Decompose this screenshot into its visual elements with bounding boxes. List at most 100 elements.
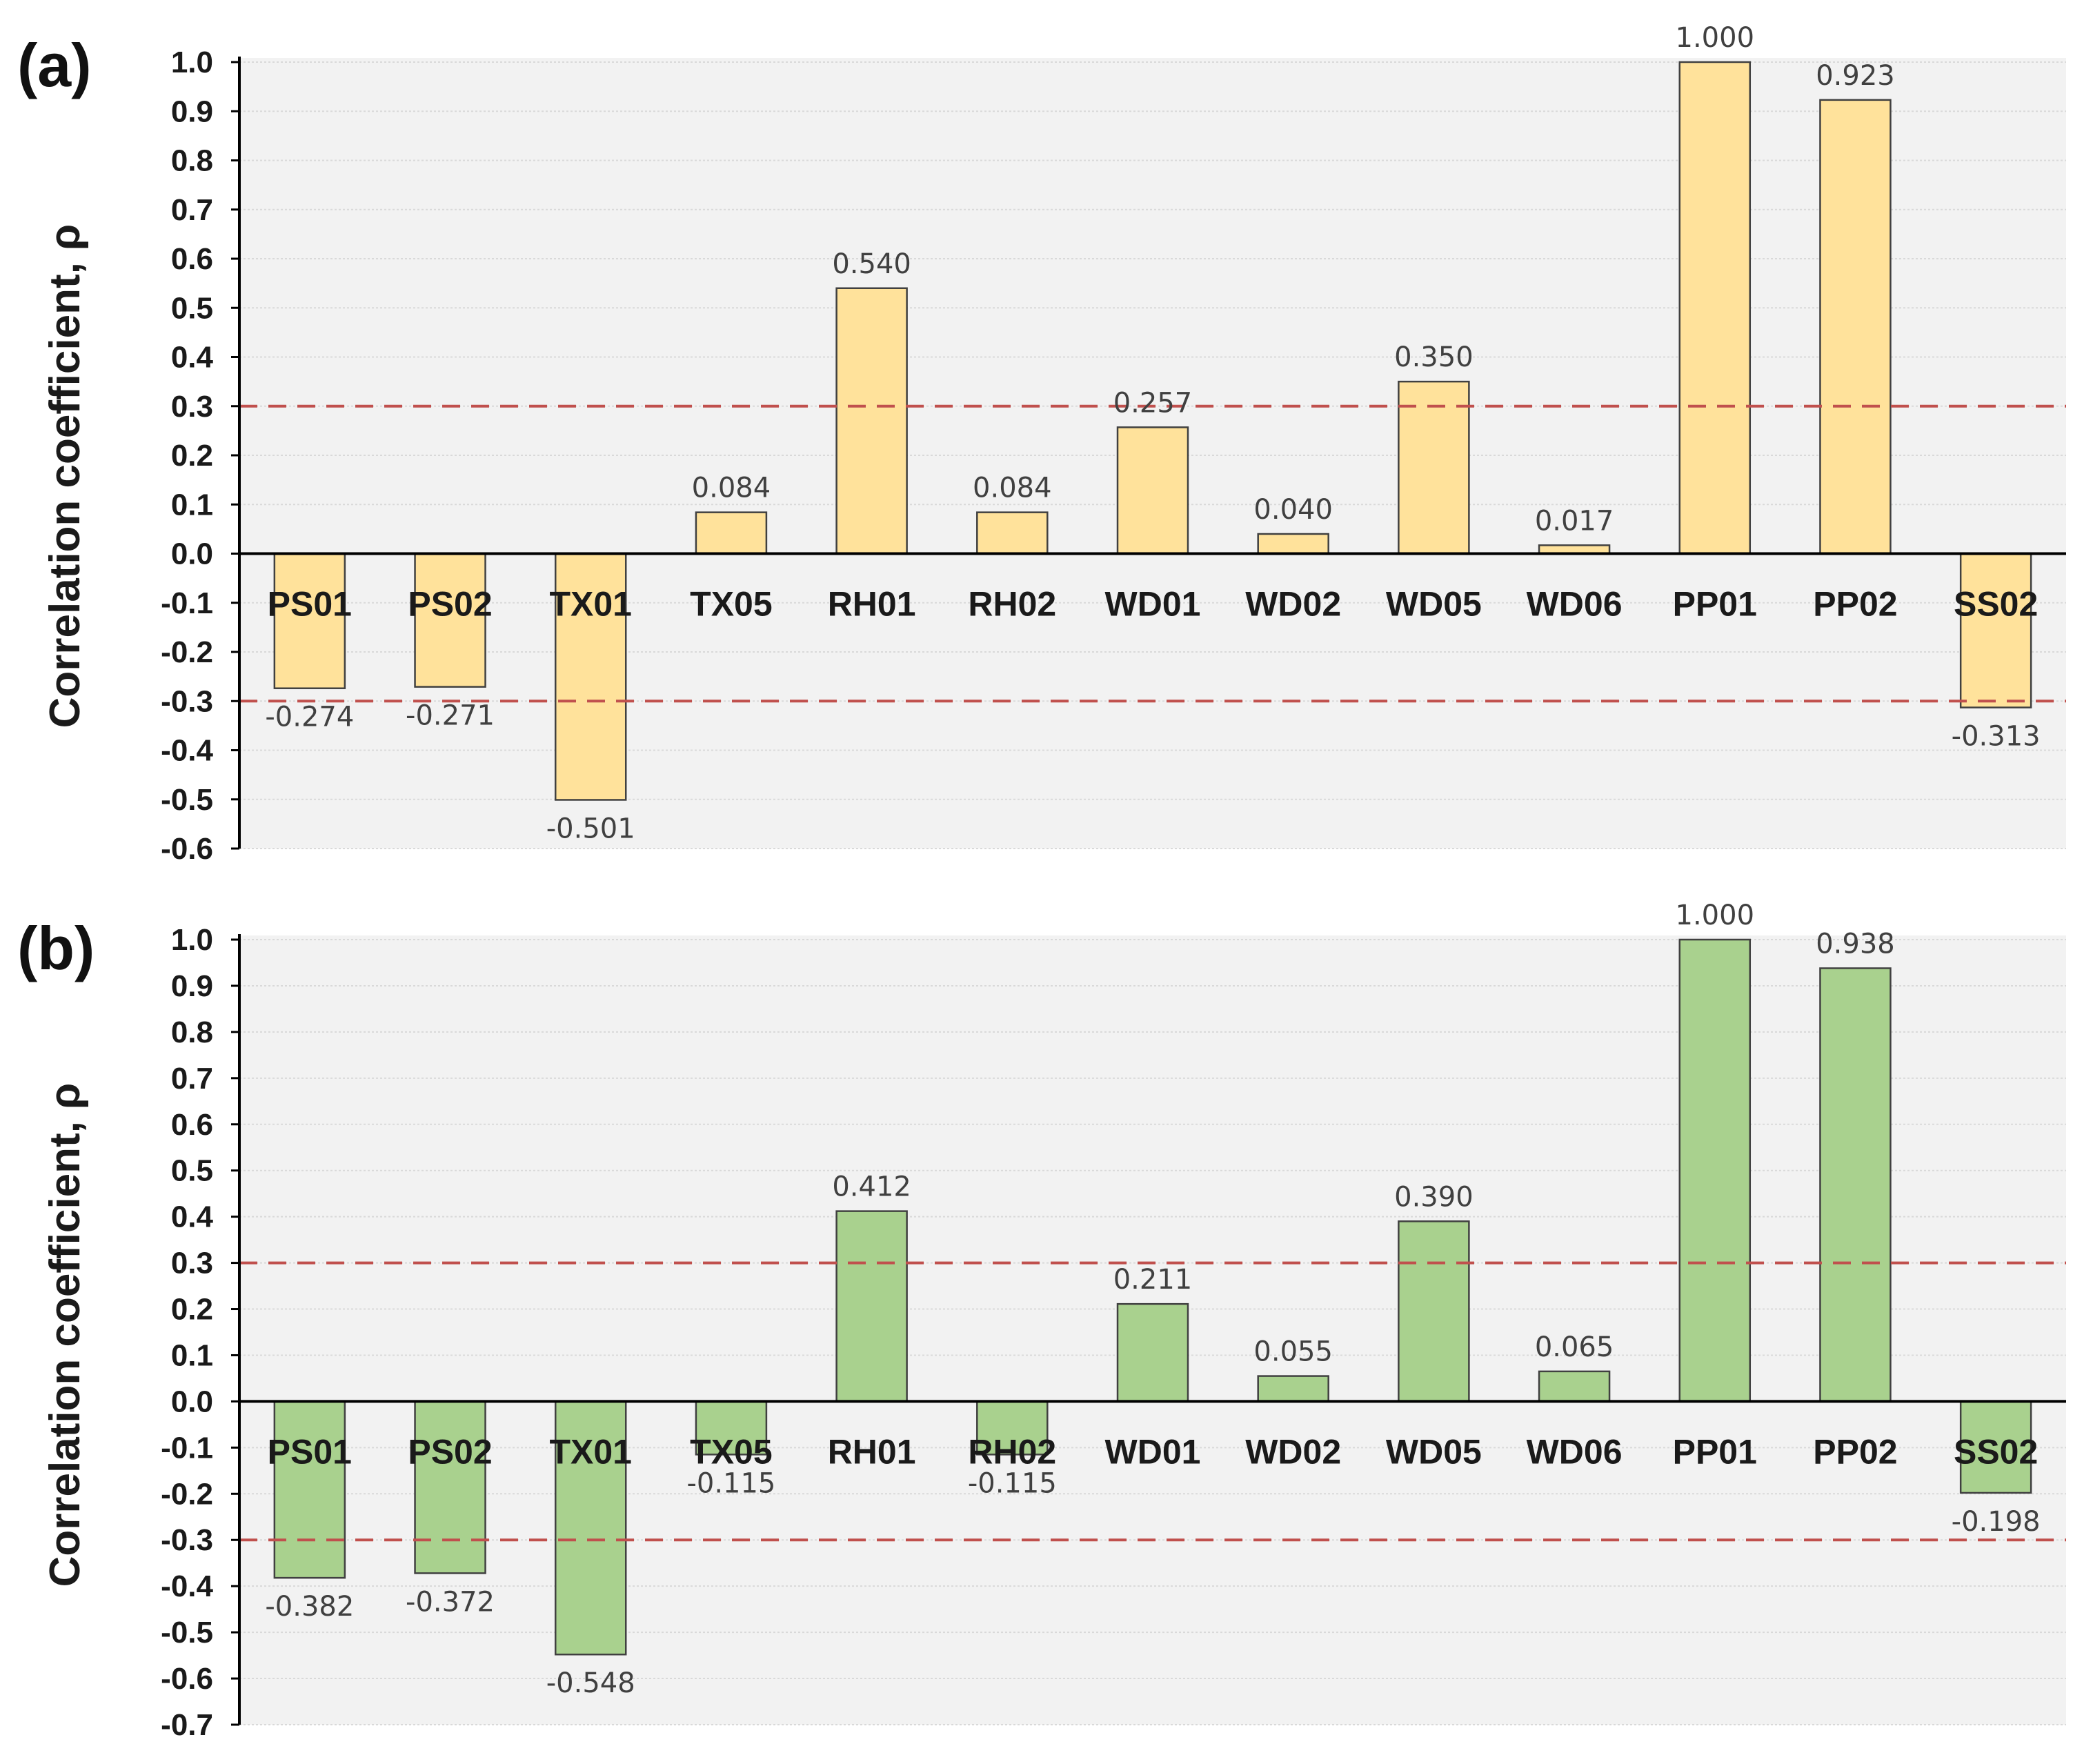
value-label: -0.115 bbox=[968, 1467, 1057, 1499]
value-label: -0.271 bbox=[406, 700, 495, 732]
y-tick-label: -0.1 bbox=[161, 586, 213, 620]
value-label: 0.350 bbox=[1394, 341, 1474, 373]
category-label: WD02 bbox=[1245, 1432, 1341, 1471]
category-label: TX01 bbox=[549, 1432, 632, 1471]
value-label: -0.313 bbox=[1952, 721, 2041, 753]
bar-ps01 bbox=[273, 1400, 346, 1579]
bar-tx01 bbox=[554, 1400, 627, 1656]
category-label: WD05 bbox=[1386, 1432, 1482, 1471]
value-label: 0.055 bbox=[1253, 1336, 1333, 1368]
y-tick-label: -0.2 bbox=[161, 1477, 213, 1511]
value-label: 0.211 bbox=[1113, 1264, 1193, 1296]
bar-wd05 bbox=[1398, 1220, 1470, 1403]
category-label: PS02 bbox=[408, 585, 492, 624]
y-tick-label: -0.6 bbox=[161, 1662, 213, 1696]
value-label: 0.084 bbox=[692, 473, 771, 504]
category-label: SS02 bbox=[1954, 585, 2038, 624]
y-tick-label: -0.3 bbox=[161, 684, 213, 718]
value-label: -0.115 bbox=[686, 1467, 775, 1499]
bar-tx05 bbox=[695, 1400, 768, 1456]
value-label: -0.548 bbox=[546, 1667, 635, 1699]
y-tick-label: 0.3 bbox=[171, 390, 213, 424]
bar-pp02 bbox=[1819, 967, 1892, 1403]
y-tick-label: 0.7 bbox=[171, 193, 213, 227]
bar-wd01 bbox=[1116, 426, 1189, 555]
category-label: WD01 bbox=[1105, 585, 1201, 624]
y-tick-label: -0.7 bbox=[161, 1708, 213, 1742]
category-label: TX01 bbox=[549, 585, 632, 624]
category-label: RH01 bbox=[828, 585, 916, 624]
y-tick-label: 0.0 bbox=[171, 1385, 213, 1418]
y-tick-label: 0.9 bbox=[171, 95, 213, 128]
value-label: 1.000 bbox=[1676, 22, 1755, 54]
bar-ps02 bbox=[414, 553, 486, 688]
y-tick-label: 0.0 bbox=[171, 537, 213, 571]
bar-ps02 bbox=[414, 1400, 486, 1574]
value-label: -0.501 bbox=[546, 813, 635, 844]
value-label: 0.017 bbox=[1535, 505, 1614, 537]
y-axis-title: Correlation coefficient, ρ bbox=[41, 1083, 89, 1587]
y-tick-label: 0.4 bbox=[171, 341, 214, 375]
category-label: WD05 bbox=[1386, 585, 1482, 624]
category-label: PS01 bbox=[268, 1432, 352, 1471]
y-axis-title: Correlation coefficient, ρ bbox=[41, 224, 89, 729]
y-tick-label: -0.1 bbox=[161, 1431, 213, 1465]
category-label: PP01 bbox=[1673, 1432, 1757, 1471]
category-label: WD06 bbox=[1527, 585, 1623, 624]
value-label: -0.372 bbox=[406, 1586, 495, 1618]
bar-wd02 bbox=[1257, 1375, 1329, 1403]
category-label: RH02 bbox=[968, 1432, 1056, 1471]
y-tick-label: 0.9 bbox=[171, 969, 213, 1003]
value-label: 0.084 bbox=[973, 473, 1052, 504]
value-label: 0.938 bbox=[1816, 929, 1895, 960]
value-label: 0.390 bbox=[1394, 1181, 1474, 1213]
chart-panel-a: 1.0 0.9 0.8 0.7 0.6 0.5 0.4 0.3 0.2 0.1 0.0 -0.1 -0.… bbox=[17, 22, 2066, 866]
category-label: WD01 bbox=[1105, 1432, 1201, 1471]
bar-rh02 bbox=[976, 511, 1049, 555]
value-label: -0.274 bbox=[265, 702, 354, 733]
value-label: 0.923 bbox=[1816, 60, 1895, 92]
panel-label: (a) bbox=[17, 31, 92, 99]
value-label: 0.540 bbox=[832, 248, 911, 280]
bar-wd06 bbox=[1538, 1370, 1611, 1403]
bar-wd02 bbox=[1257, 533, 1329, 555]
category-label: TX05 bbox=[690, 1432, 773, 1471]
value-label: -0.198 bbox=[1952, 1506, 2041, 1538]
y-tick-label: 0.2 bbox=[171, 1293, 213, 1327]
bar-wd01 bbox=[1116, 1302, 1189, 1403]
y-tick-label: 1.0 bbox=[171, 46, 213, 79]
category-label: PP02 bbox=[1813, 585, 1897, 624]
chart-panel-b: 1.0 0.9 0.8 0.7 0.6 0.5 0.4 0.3 0.2 0.1 0.0 -0.1 -0.… bbox=[17, 900, 2066, 1742]
category-label: PS02 bbox=[408, 1432, 492, 1471]
y-tick-label: 0.6 bbox=[171, 1108, 213, 1142]
bar-rh01 bbox=[835, 287, 908, 555]
y-tick-label: -0.5 bbox=[161, 1616, 213, 1649]
y-tick-label: 0.2 bbox=[171, 439, 213, 473]
bar-pp01 bbox=[1678, 61, 1752, 555]
y-tick-label: -0.6 bbox=[161, 832, 213, 866]
y-tick-label: 1.0 bbox=[171, 923, 213, 957]
y-tick-label: 0.5 bbox=[171, 1154, 213, 1188]
bar-tx05 bbox=[695, 511, 768, 555]
category-label: WD02 bbox=[1245, 585, 1341, 624]
category-label: RH01 bbox=[828, 1432, 916, 1471]
y-tick-label: 0.1 bbox=[171, 1338, 213, 1372]
value-label: -0.382 bbox=[265, 1591, 354, 1623]
bar-rh01 bbox=[835, 1210, 908, 1403]
y-tick-label: 0.8 bbox=[171, 1015, 213, 1049]
bar-ps01 bbox=[273, 553, 346, 689]
category-label: SS02 bbox=[1954, 1432, 2038, 1471]
bar-pp02 bbox=[1819, 99, 1892, 555]
category-label: PS01 bbox=[268, 585, 352, 624]
y-tick-label: 0.7 bbox=[171, 1062, 213, 1096]
panel-label: (b) bbox=[17, 914, 95, 982]
y-tick-label: -0.4 bbox=[161, 734, 213, 768]
category-label: RH02 bbox=[968, 585, 1056, 624]
value-label: 0.065 bbox=[1535, 1331, 1614, 1363]
bar-pp01 bbox=[1678, 938, 1752, 1403]
value-label: 0.040 bbox=[1253, 494, 1333, 526]
y-tick-label: 0.3 bbox=[171, 1247, 213, 1280]
y-tick-label: 0.5 bbox=[171, 291, 213, 325]
y-tick-label: 0.8 bbox=[171, 144, 213, 178]
